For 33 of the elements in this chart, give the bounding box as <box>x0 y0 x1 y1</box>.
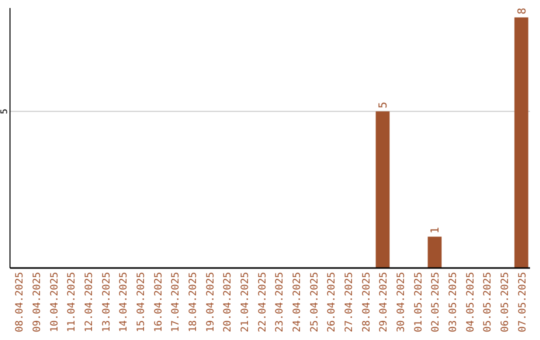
x-tick-label: 25.04.2025 <box>309 272 320 332</box>
x-tick-label: 02.05.2025 <box>430 272 442 332</box>
x-tick-label: 18.04.2025 <box>188 272 199 332</box>
x-tick-label: 30.04.2025 <box>396 272 407 332</box>
x-tick-label: 22.04.2025 <box>257 272 268 332</box>
x-tick-label: 07.05.2025 <box>517 272 528 332</box>
x-tick-label: 21.04.2025 <box>240 272 251 332</box>
x-tick-label: 28.04.2025 <box>361 272 372 332</box>
x-tick-label: 03.05.2025 <box>448 272 459 332</box>
x-tick-label: 24.04.2025 <box>292 272 303 332</box>
x-tick-label: 16.04.2025 <box>153 272 164 332</box>
x-tick-label: 06.05.2025 <box>500 272 511 332</box>
x-tick-label: 20.04.2025 <box>222 272 234 332</box>
x-tick-label: 08.04.2025 <box>14 272 26 332</box>
x-tick-label: 14.04.2025 <box>118 272 130 332</box>
x-tick-label: 01.05.2025 <box>413 272 424 332</box>
x-tick-label: 27.04.2025 <box>344 272 355 332</box>
x-tick-label: 09.04.2025 <box>32 272 43 332</box>
x-tick-label: 29.04.2025 <box>378 272 390 332</box>
data-label: 5 <box>376 102 390 108</box>
x-tick-label: 11.04.2025 <box>66 272 78 332</box>
x-tick-label: 12.04.2025 <box>84 272 95 332</box>
x-tick-label: 15.04.2025 <box>136 272 147 332</box>
x-tick-label: 23.04.2025 <box>274 272 286 332</box>
x-tick-label: 10.04.2025 <box>49 272 60 332</box>
x-tick-label: 19.04.2025 <box>205 272 216 332</box>
x-tick-label: 26.04.2025 <box>326 272 338 332</box>
x-tick-label: 13.04.2025 <box>101 272 112 332</box>
data-label: 1 <box>428 227 442 234</box>
x-tick-label: 17.04.2025 <box>170 272 182 332</box>
data-label: 8 <box>515 8 528 14</box>
x-tick-label: 05.05.2025 <box>482 272 494 332</box>
x-tick-label: 04.05.2025 <box>465 272 476 332</box>
